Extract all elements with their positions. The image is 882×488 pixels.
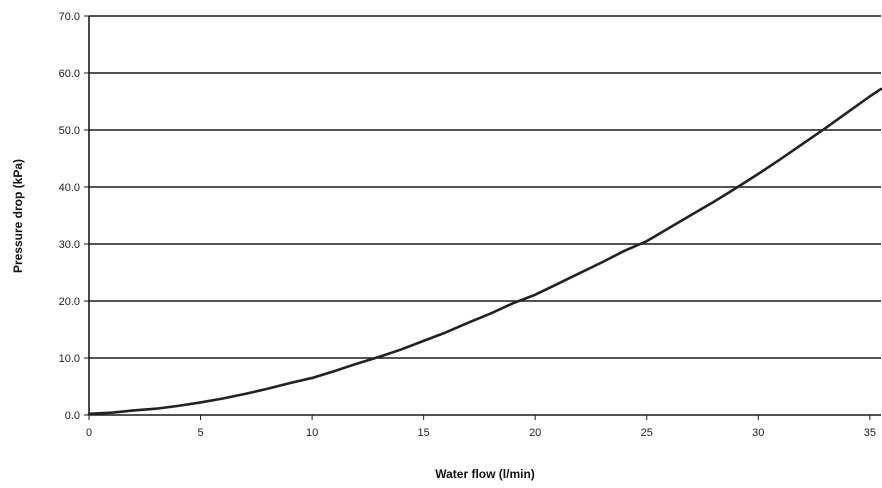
grid-lines (89, 15, 881, 359)
y-tick-label-4: 40.0 (59, 182, 80, 194)
x-tick-label-3: 15 (418, 427, 430, 439)
x-tick-label-1: 5 (197, 427, 203, 439)
axes (84, 15, 881, 420)
x-tick-label-0: 0 (86, 427, 92, 439)
series-line-0 (87, 87, 882, 416)
y-tick-label-2: 20.0 (59, 296, 80, 308)
y-tick-label-3: 30.0 (59, 239, 80, 251)
x-tick-label-2: 10 (306, 427, 318, 439)
series-layer (87, 87, 882, 416)
y-tick-label-0: 0.0 (65, 410, 80, 422)
x-tick-label-6: 30 (752, 427, 764, 439)
y-tick-label-5: 50.0 (59, 125, 80, 137)
x-tick-label-7: 35 (864, 427, 876, 439)
y-axis-title: Pressure drop (kPa) (11, 159, 25, 273)
x-axis-title: Water flow (l/min) (435, 467, 535, 481)
x-tick-label-5: 25 (641, 427, 653, 439)
y-tick-label-7: 70.0 (59, 11, 80, 23)
tick-labels: 0.0 10.0 20.0 30.0 40.0 50.0 60.0 70.0 0 5 10 15 20 2… (59, 11, 876, 439)
y-tick-label-1: 10.0 (59, 353, 80, 365)
x-tick-label-4: 20 (529, 427, 541, 439)
y-tick-label-6: 60.0 (59, 68, 80, 80)
